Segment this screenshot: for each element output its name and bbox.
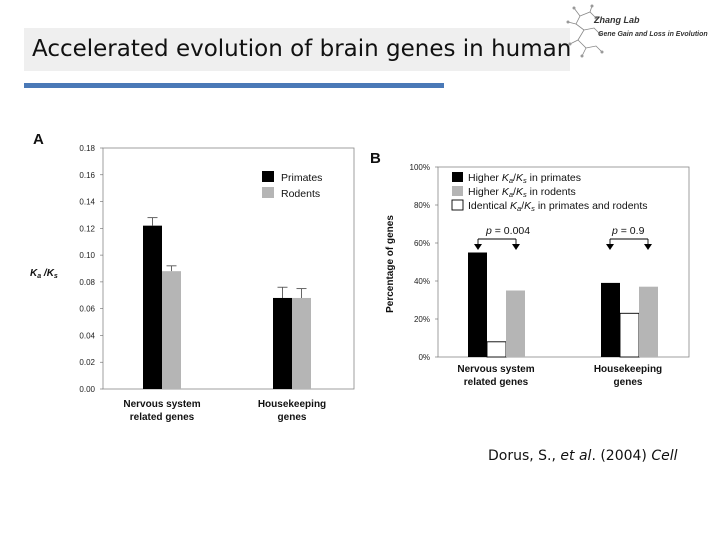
panel-a-ytick-label: 0.04 xyxy=(79,331,95,340)
panel-a-category-label: Housekeeping xyxy=(258,399,326,410)
panel-b-ytick-label: 60% xyxy=(414,239,430,248)
panel-b-legend-label: Higher Ka/Ks in primates xyxy=(468,172,581,185)
citation-year: . (2004) xyxy=(591,448,652,464)
lab-subtitle: Gene Gain and Loss in Evolution xyxy=(598,31,708,38)
title-underline xyxy=(24,83,444,88)
panel-b-bar xyxy=(639,286,658,357)
panel-a-category-label: related genes xyxy=(130,412,195,423)
panel-b-legend-label: Higher Ka/Ks in rodents xyxy=(468,186,576,199)
panel-a-ytick-label: 0.08 xyxy=(79,278,95,287)
panel-b-ytick-label: 0% xyxy=(418,353,430,362)
panel-b-arrow-down-icon xyxy=(644,244,652,250)
panel-a-bar-primates xyxy=(143,225,162,389)
panel-b-legend-label: Identical Ka/Ks in primates and rodents xyxy=(468,200,648,213)
panel-a-ytick-label: 0.02 xyxy=(79,358,95,367)
panel-b-category-label: genes xyxy=(614,377,643,388)
panel-b-arrow-down-icon xyxy=(474,244,482,250)
panel-b-pvalue: p = 0.004 xyxy=(485,225,530,237)
panel-b-pvalue: p = 0.9 xyxy=(611,225,645,237)
panel-b-arrow-down-icon xyxy=(512,244,520,250)
panel-a-legend-label: Primates xyxy=(281,172,322,184)
panel-a-ytick-label: 0.18 xyxy=(79,144,95,153)
panel-b-letter: B xyxy=(370,150,381,167)
panel-b-category-label: related genes xyxy=(464,377,529,388)
panel-a-ytick-label: 0.16 xyxy=(79,171,95,180)
citation: Dorus, S., et al. (2004) Cell xyxy=(488,448,678,464)
panel-a-legend-label: Rodents xyxy=(281,188,320,200)
panel-b-bar xyxy=(468,252,487,357)
panel-a-legend-swatch xyxy=(262,171,274,182)
panel-b-ytick-label: 100% xyxy=(410,163,430,172)
panel-b-ytick-label: 20% xyxy=(414,315,430,324)
panel-a-category-label: Nervous system xyxy=(123,399,200,410)
panel-b-frame xyxy=(437,166,690,358)
lab-logo-icon xyxy=(566,4,604,58)
panel-b-ytick-label: 80% xyxy=(414,201,430,210)
panel-b-arrow-down-icon xyxy=(606,244,614,250)
panel-b-ylabel: Percentage of genes xyxy=(385,215,396,313)
panel-b-bar xyxy=(601,282,620,357)
panel-b-legend-swatch xyxy=(452,186,463,196)
panel-a-ytick-label: 0.12 xyxy=(79,224,95,233)
panel-b-category-label: Nervous system xyxy=(457,364,534,375)
panel-b-legend-swatch xyxy=(451,199,464,211)
panel-a-frame xyxy=(102,147,355,390)
panel-a-bar-rodents xyxy=(292,297,311,389)
panel-a-ytick-label: 0.06 xyxy=(79,305,95,314)
panel-b-category-label: Housekeeping xyxy=(594,364,662,375)
panel-a-bar-primates xyxy=(273,297,292,389)
panel-a-bar-rodents xyxy=(162,271,181,389)
panel-b: B 0% 20% 40% 60% 80% 100% Percentage of genes… xyxy=(370,150,690,388)
lab-name: Zhang Lab xyxy=(594,15,640,25)
panel-a-ytick-label: 0.10 xyxy=(79,251,95,260)
panel-b-bar xyxy=(506,290,525,357)
panel-a-legend-swatch xyxy=(262,187,274,198)
panel-b-legend-swatch xyxy=(452,172,463,182)
citation-etal: et al xyxy=(560,448,592,464)
panel-a-ytick-label: 0.14 xyxy=(79,198,95,207)
citation-authors: Dorus, S., xyxy=(488,448,561,464)
panel-a-category-label: genes xyxy=(278,412,307,423)
panel-a-ylabel: Ka /Ks xyxy=(30,268,58,280)
panel-a-letter: A xyxy=(33,131,44,148)
citation-journal: Cell xyxy=(651,448,678,464)
slide-title: Accelerated evolution of brain genes in … xyxy=(24,28,571,71)
panel-b-bar xyxy=(619,312,640,358)
panel-b-bar xyxy=(486,341,507,358)
panel-a-ytick-label: 0.00 xyxy=(79,385,95,394)
panel-a: A 0.00 0.02 0.04 0.06 0.08 0.10 0.12 0.14 0.16 0.… xyxy=(30,131,355,423)
panel-b-ytick-label: 40% xyxy=(414,277,430,286)
